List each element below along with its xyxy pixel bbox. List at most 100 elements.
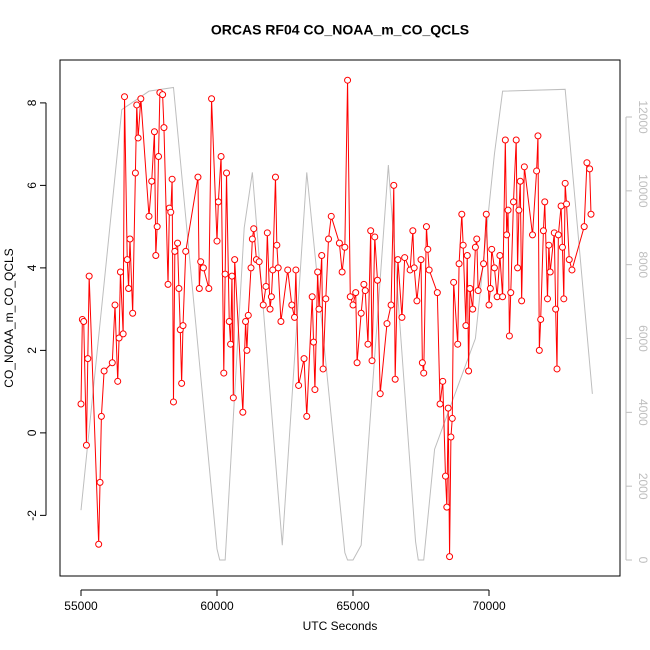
data-point xyxy=(346,293,354,301)
data-point xyxy=(116,268,124,276)
data-point xyxy=(126,235,134,243)
data-point xyxy=(462,322,470,330)
data-point xyxy=(119,330,127,338)
data-point xyxy=(239,408,247,416)
data-point xyxy=(194,173,202,181)
y2-tick-label: 10000 xyxy=(636,174,650,208)
x-tick-label: 65000 xyxy=(336,599,370,613)
x-axis-label: UTC Seconds xyxy=(303,619,378,633)
data-point xyxy=(168,175,176,183)
y2-tick-label: 12000 xyxy=(636,100,650,134)
data-point xyxy=(417,256,425,264)
y2-tick-label: 0 xyxy=(636,557,650,564)
data-point xyxy=(518,297,526,305)
data-point xyxy=(367,227,375,235)
data-point xyxy=(454,340,462,348)
data-point xyxy=(441,472,449,480)
data-point xyxy=(131,169,139,177)
data-point xyxy=(248,235,256,243)
data-point xyxy=(133,101,141,109)
data-point xyxy=(587,210,595,218)
data-point xyxy=(114,377,122,385)
data-point xyxy=(152,252,160,260)
data-point xyxy=(277,318,285,326)
data-point xyxy=(129,309,137,317)
data-point xyxy=(391,375,399,383)
data-point xyxy=(409,227,417,235)
data-point xyxy=(344,76,352,84)
data-point xyxy=(229,394,237,402)
data-point xyxy=(424,245,432,253)
data-point xyxy=(422,223,430,231)
data-point xyxy=(455,260,463,268)
data-point xyxy=(288,301,296,309)
data-point xyxy=(541,198,549,206)
series-line xyxy=(80,86,593,561)
data-point xyxy=(357,309,365,317)
data-point xyxy=(295,381,303,389)
data-point xyxy=(553,365,561,373)
y-tick-label: 2 xyxy=(25,347,39,354)
data-point xyxy=(485,301,493,309)
data-point xyxy=(164,280,172,288)
data-point xyxy=(580,223,588,231)
data-point xyxy=(463,252,471,260)
data-point xyxy=(85,272,93,280)
data-point xyxy=(311,386,319,394)
data-point xyxy=(179,322,187,330)
data-point xyxy=(482,210,490,218)
data-point xyxy=(507,289,515,297)
data-point xyxy=(433,289,441,297)
data-point xyxy=(446,553,454,561)
data-point xyxy=(561,179,569,187)
data-point xyxy=(247,264,255,272)
data-point xyxy=(125,285,133,293)
data-point xyxy=(387,301,395,309)
data-point xyxy=(383,320,391,328)
x-tick-label: 55000 xyxy=(64,599,98,613)
data-point xyxy=(243,346,251,354)
data-point xyxy=(223,169,231,177)
data-point xyxy=(300,355,308,363)
data-point xyxy=(401,254,409,262)
y2-tick-label: 2000 xyxy=(636,473,650,500)
data-point xyxy=(361,287,369,295)
data-point xyxy=(352,289,360,297)
y2-tick-label: 8000 xyxy=(636,251,650,278)
data-point xyxy=(266,305,274,313)
data-point xyxy=(413,297,421,305)
data-point xyxy=(123,256,131,264)
data-point xyxy=(471,243,479,251)
data-point xyxy=(466,285,474,293)
data-point xyxy=(220,369,228,377)
data-point xyxy=(195,285,203,293)
data-point xyxy=(560,295,568,303)
y-tick-label: 4 xyxy=(25,264,39,271)
data-point xyxy=(160,124,168,132)
data-point xyxy=(552,305,560,313)
data-point xyxy=(199,264,207,272)
data-point xyxy=(250,225,258,233)
data-point xyxy=(499,293,507,301)
data-point xyxy=(490,264,498,272)
data-point xyxy=(473,235,481,243)
data-point xyxy=(291,313,299,321)
data-point xyxy=(586,165,594,173)
data-point xyxy=(96,478,104,486)
data-point xyxy=(174,239,182,247)
x-tick-label: 70000 xyxy=(472,599,506,613)
data-point xyxy=(318,252,326,260)
data-point xyxy=(533,167,541,175)
data-point xyxy=(319,365,327,373)
data-point xyxy=(515,206,523,214)
plot-frame xyxy=(59,59,621,577)
data-point xyxy=(137,95,145,103)
y2-tick-label: 6000 xyxy=(636,325,650,352)
data-point xyxy=(150,128,158,136)
data-point xyxy=(197,258,205,266)
data-point xyxy=(504,206,512,214)
data-point xyxy=(529,231,537,239)
data-point xyxy=(539,227,547,235)
data-point xyxy=(315,305,323,313)
data-point xyxy=(488,245,496,253)
